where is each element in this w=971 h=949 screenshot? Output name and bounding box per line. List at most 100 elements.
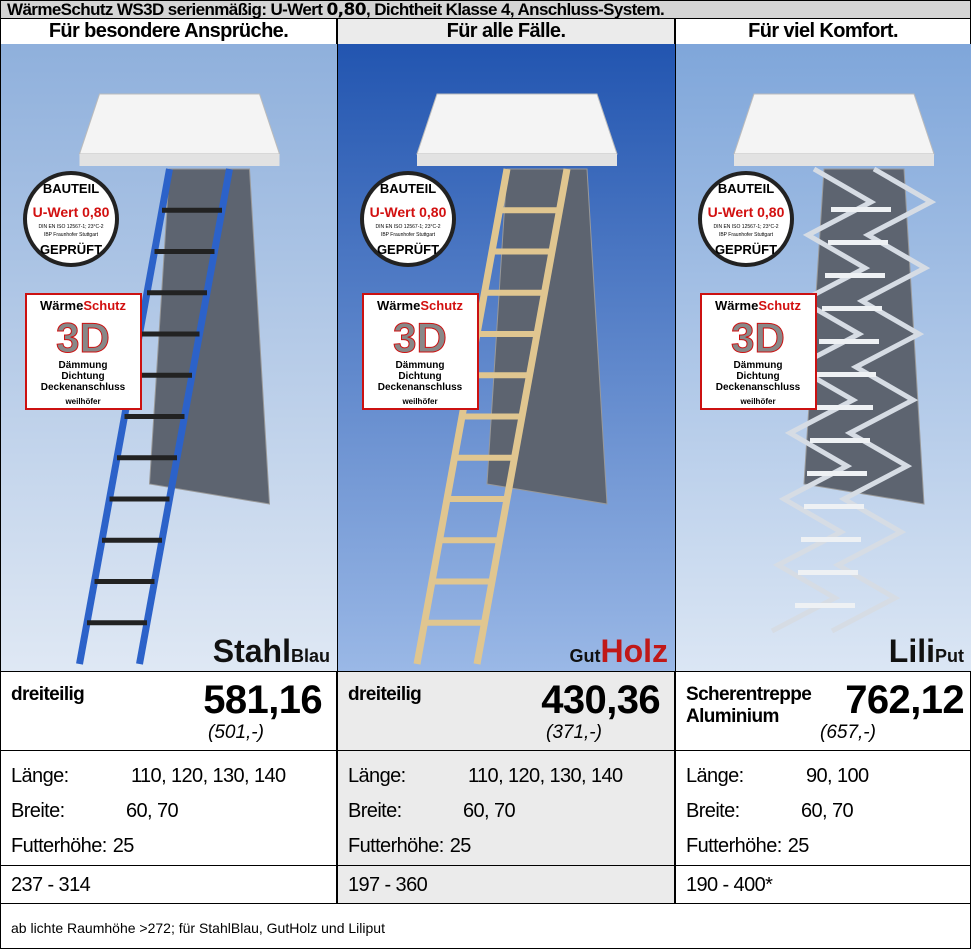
price-cell: ScherentreppeAluminium762,12(657,-) bbox=[675, 671, 971, 751]
step bbox=[825, 273, 885, 278]
seal-institute: IBP Fraunhofer Stuttgart bbox=[719, 232, 774, 238]
seal-text: GEPRÜFT bbox=[40, 242, 102, 257]
spec-value: 90, 100 bbox=[806, 765, 869, 788]
footer-note: ab lichte Raumhöhe >272; für StahlBlau, … bbox=[0, 903, 971, 949]
seal-norm: DIN EN ISO 12567-1; 23°C-2 bbox=[375, 224, 440, 230]
badge-brand-b: Schutz bbox=[758, 298, 801, 313]
spec-cell: Länge:90, 100Breite:60, 70Futterhöhe:25 bbox=[675, 750, 971, 866]
spec-label: Futterhöhe: bbox=[348, 835, 444, 858]
spec-value: 110, 120, 130, 140 bbox=[468, 765, 623, 788]
description: dreiteilig bbox=[348, 684, 421, 706]
seal-institute: IBP Fraunhofer Stuttgart bbox=[381, 232, 436, 238]
brand-bold: Lili bbox=[889, 633, 935, 669]
badge-logo: 3D bbox=[731, 314, 785, 361]
price: 430,36 bbox=[541, 678, 660, 722]
badge-brand-a: Wärme bbox=[377, 298, 420, 313]
seal-uwert: U-Wert 0,80 bbox=[708, 204, 785, 220]
step bbox=[816, 372, 876, 377]
badge-line: Deckenanschluss bbox=[41, 382, 126, 393]
spec-row: Futterhöhe: 25 bbox=[686, 835, 809, 858]
product-table: WärmeSchutz WS3D serienmäßig: U-Wert 0,8… bbox=[0, 0, 971, 949]
brand-small: Put bbox=[935, 646, 964, 666]
spec-label: Länge: bbox=[348, 765, 468, 788]
spec-label: Breite: bbox=[11, 800, 126, 823]
title-text: , Dichtheit Klasse 4, Anschluss-System. bbox=[366, 0, 664, 19]
badge-brand: WärmeSchutz bbox=[377, 298, 463, 313]
brand-bold: Stahl bbox=[213, 633, 291, 669]
badge-maker: weilhöfer bbox=[739, 397, 775, 406]
height-range: 237 - 314 bbox=[0, 865, 337, 904]
seal-institute: IBP Fraunhofer Stuttgart bbox=[44, 232, 99, 238]
badge-maker: weilhöfer bbox=[401, 397, 437, 406]
step bbox=[831, 207, 891, 212]
badge-line: Deckenanschluss bbox=[716, 382, 801, 393]
spec-row: Breite:60, 70 bbox=[348, 800, 515, 823]
price: 581,16 bbox=[203, 678, 322, 722]
spec-label: Futterhöhe: bbox=[11, 835, 107, 858]
badge-maker: weilhöfer bbox=[64, 397, 100, 406]
column-heading: Für alle Fälle. bbox=[337, 18, 675, 45]
spec-value: 25 bbox=[788, 835, 809, 858]
hatch-box bbox=[417, 94, 617, 154]
step bbox=[813, 405, 873, 410]
step bbox=[819, 339, 879, 344]
step bbox=[807, 471, 867, 476]
spec-row: Länge:90, 100 bbox=[686, 765, 869, 788]
spec-label: Futterhöhe: bbox=[686, 835, 782, 858]
spec-cell: Länge:110, 120, 130, 140 Breite:60, 70 Fut… bbox=[337, 750, 675, 866]
seal-text: GEPRÜFT bbox=[715, 242, 777, 257]
spec-row: Länge:110, 120, 130, 140 bbox=[11, 765, 286, 788]
seal-norm: DIN EN ISO 12567-1; 23°C-2 bbox=[713, 224, 778, 230]
badge-logo: 3D bbox=[393, 314, 447, 361]
badge-brand: WärmeSchutz bbox=[715, 298, 801, 313]
seal-text: BAUTEIL bbox=[380, 181, 436, 196]
price-note: (371,-) bbox=[546, 722, 602, 744]
hatch-front bbox=[80, 154, 280, 166]
height-range: 190 - 400* bbox=[675, 865, 971, 904]
product-image: BAUTEIL U-Wert 0,80 DIN EN ISO 12567-1; 23… bbox=[0, 44, 337, 671]
badge-line: Deckenanschluss bbox=[378, 382, 463, 393]
spec-row: Länge:110, 120, 130, 140 bbox=[348, 765, 623, 788]
spec-label: Länge: bbox=[11, 765, 131, 788]
spec-value: 60, 70 bbox=[126, 800, 178, 823]
spec-label: Breite: bbox=[686, 800, 801, 823]
price-note: (501,-) bbox=[208, 722, 264, 744]
seal-norm: DIN EN ISO 12567-1; 23°C-2 bbox=[38, 224, 103, 230]
column-heading: Für besondere Ansprüche. bbox=[0, 18, 337, 45]
seal-text: BAUTEIL bbox=[43, 181, 99, 196]
step bbox=[804, 504, 864, 509]
height-range: 197 - 360 bbox=[337, 865, 675, 904]
description: Scherentreppe bbox=[686, 684, 811, 706]
badge-brand-b: Schutz bbox=[83, 298, 126, 313]
spec-value: 60, 70 bbox=[801, 800, 853, 823]
spec-value: 110, 120, 130, 140 bbox=[131, 765, 286, 788]
badge-brand-b: Schutz bbox=[420, 298, 463, 313]
spec-value: 25 bbox=[450, 835, 471, 858]
step bbox=[822, 306, 882, 311]
title-highlight: 0,80 bbox=[326, 0, 366, 20]
column-heading: Für viel Komfort. bbox=[675, 18, 971, 45]
seal-uwert: U-Wert 0,80 bbox=[33, 204, 110, 220]
badge-logo: 3D bbox=[56, 314, 110, 361]
step bbox=[795, 603, 855, 608]
spec-row: Breite:60, 70 bbox=[686, 800, 853, 823]
table-title: WärmeSchutz WS3D serienmäßig: U-Wert 0,8… bbox=[0, 0, 971, 19]
hatch-front bbox=[734, 154, 934, 166]
badge-line: Dämmung bbox=[734, 360, 783, 371]
description: Aluminium bbox=[686, 706, 779, 728]
badge-line: Dichtung bbox=[398, 371, 441, 382]
badge-brand-a: Wärme bbox=[715, 298, 758, 313]
brand-small: Gut bbox=[569, 646, 600, 666]
hatch-box bbox=[734, 94, 934, 154]
spec-value: 60, 70 bbox=[463, 800, 515, 823]
spec-label: Länge: bbox=[686, 765, 806, 788]
price-cell: dreiteilig 430,36(371,-) bbox=[337, 671, 675, 751]
badge-brand-a: Wärme bbox=[40, 298, 83, 313]
product-image: BAUTEIL U-Wert 0,80 DIN EN ISO 12567-1; 23… bbox=[675, 44, 971, 671]
spec-value: 25 bbox=[113, 835, 134, 858]
seal-text: GEPRÜFT bbox=[377, 242, 439, 257]
title-text: WärmeSchutz WS3D serienmäßig: U-Wert bbox=[7, 0, 326, 19]
seal-text: BAUTEIL bbox=[718, 181, 774, 196]
